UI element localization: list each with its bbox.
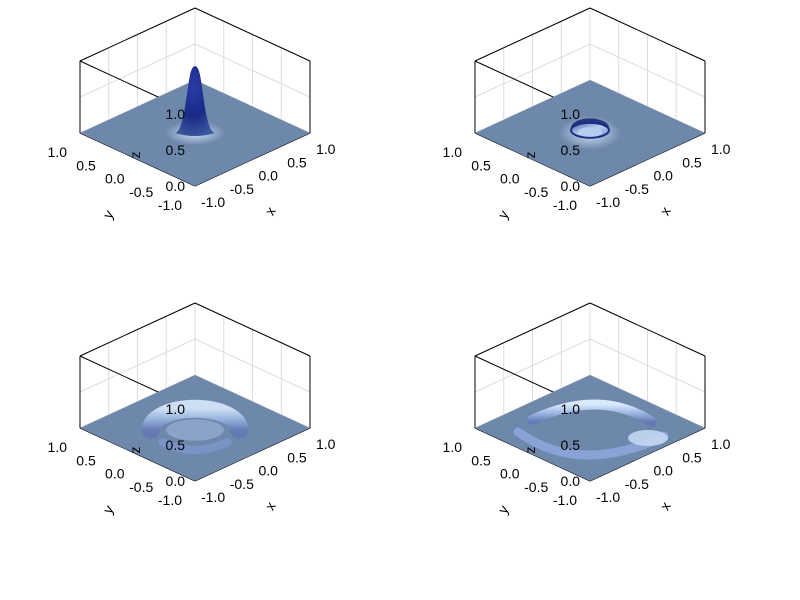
y-tick-label: 0.5	[76, 157, 96, 173]
x-tick-label: -0.5	[230, 476, 254, 492]
surface-base	[475, 375, 705, 481]
x-tick-label: 0.5	[287, 449, 307, 465]
x-axis-label: x	[261, 499, 278, 513]
x-tick-label: -0.5	[230, 181, 254, 197]
frame-edge	[194, 302, 311, 357]
x-axis-label: x	[261, 204, 278, 218]
tick-labels: 0.00.51.0-1.0-0.50.00.51.0-1.0-0.50.00.5…	[443, 401, 731, 508]
surface	[475, 375, 705, 481]
tick-labels: 0.00.51.0-1.0-0.50.00.51.0-1.0-0.50.00.5…	[48, 401, 336, 508]
surface	[80, 375, 310, 481]
y-tick-label: 0.5	[471, 157, 491, 173]
x-tick-label: 0.0	[654, 463, 674, 479]
y-tick-label: 1.0	[48, 144, 68, 160]
z-axis-label: z	[522, 152, 538, 159]
y-tick-label: -0.5	[524, 184, 548, 200]
ring-back-crest	[571, 118, 609, 133]
x-tick-label: -1.0	[201, 194, 225, 210]
z-tick-label: 1.0	[166, 401, 186, 417]
x-tick-label: -1.0	[596, 194, 620, 210]
subplot-1: t = 0.0000.00.51.0-1.0-0.50.00.51.0-1.0-…	[48, 7, 336, 221]
x-tick-label: 0.5	[287, 154, 307, 170]
surface	[475, 80, 705, 186]
subplot-2: t = 0.3330.00.51.0-1.0-0.50.00.51.0-1.0-…	[443, 7, 731, 221]
x-tick-label: -1.0	[596, 489, 620, 505]
subplot-3: t = 0.6670.00.51.0-1.0-0.50.00.51.0-1.0-…	[48, 302, 336, 516]
y-tick-label: -0.5	[129, 184, 153, 200]
ring-inner	[577, 127, 603, 137]
z-axis-label: z	[522, 447, 538, 454]
z-tick-label: 0.0	[561, 178, 581, 194]
z-tick-label: 0.5	[166, 142, 186, 158]
y-tick-label: -1.0	[553, 492, 577, 508]
y-tick-label: 0.0	[105, 466, 125, 482]
tick-labels: 0.00.51.0-1.0-0.50.00.51.0-1.0-0.50.00.5…	[443, 106, 731, 213]
tick-labels: 0.00.51.0-1.0-0.50.00.51.0-1.0-0.50.00.5…	[48, 106, 336, 213]
x-tick-label: -0.5	[625, 476, 649, 492]
x-tick-label: 0.5	[682, 449, 702, 465]
z-tick-label: 0.0	[166, 473, 186, 489]
x-tick-label: -1.0	[201, 489, 225, 505]
x-tick-label: 0.0	[654, 168, 674, 184]
x-tick-label: 0.0	[259, 463, 279, 479]
z-tick-label: 1.0	[561, 401, 581, 417]
z-tick-label: 1.0	[561, 106, 581, 122]
x-tick-label: 1.0	[316, 141, 336, 157]
x-tick-label: 0.5	[682, 154, 702, 170]
y-tick-label: 0.0	[500, 171, 520, 187]
surface-wave-back	[527, 399, 657, 427]
surface-ring	[141, 399, 249, 439]
frame-edge	[589, 302, 706, 357]
y-axis-label: y	[494, 502, 511, 516]
frame-edge	[79, 302, 196, 357]
z-axis-label: z	[127, 447, 143, 454]
z-tick-label: 1.0	[166, 106, 186, 122]
x-axis-label: x	[656, 204, 673, 218]
y-tick-label: -1.0	[158, 492, 182, 508]
x-tick-label: 0.0	[259, 168, 279, 184]
y-tick-label: -1.0	[158, 197, 182, 213]
subplot-4: t = 1.0000.00.51.0-1.0-0.50.00.51.0-1.0-…	[443, 302, 731, 516]
y-axis-label: y	[99, 502, 116, 516]
x-tick-label: 1.0	[316, 436, 336, 452]
y-tick-label: 0.0	[105, 171, 125, 187]
y-tick-label: -0.5	[129, 479, 153, 495]
surface	[80, 66, 310, 186]
y-tick-label: 1.0	[443, 439, 463, 455]
ring-front	[158, 438, 232, 454]
frame-edge	[79, 7, 196, 62]
z-axis-label: z	[127, 152, 143, 159]
frame-edge	[474, 7, 591, 62]
x-tick-label: 1.0	[711, 141, 731, 157]
x-axis-label: x	[656, 499, 673, 513]
y-tick-label: -1.0	[553, 197, 577, 213]
y-axis-label: y	[99, 207, 116, 221]
z-tick-label: 0.0	[561, 473, 581, 489]
x-tick-label: 1.0	[711, 436, 731, 452]
z-tick-label: 0.5	[561, 142, 581, 158]
frame-edge	[194, 7, 311, 62]
y-tick-label: 0.5	[76, 452, 96, 468]
frame-edge	[589, 7, 706, 62]
frame-edge	[474, 302, 591, 357]
y-axis-label: y	[494, 207, 511, 221]
ring-basin	[166, 419, 224, 441]
z-tick-label: 0.5	[166, 437, 186, 453]
y-tick-label: 0.0	[500, 466, 520, 482]
y-tick-label: -0.5	[524, 479, 548, 495]
z-tick-label: 0.5	[561, 437, 581, 453]
x-tick-label: -0.5	[625, 181, 649, 197]
y-tick-label: 1.0	[443, 144, 463, 160]
z-tick-label: 0.0	[166, 178, 186, 194]
surface-peak	[175, 66, 215, 136]
wave-highlight	[628, 430, 668, 446]
y-tick-label: 0.5	[471, 452, 491, 468]
y-tick-label: 1.0	[48, 439, 68, 455]
